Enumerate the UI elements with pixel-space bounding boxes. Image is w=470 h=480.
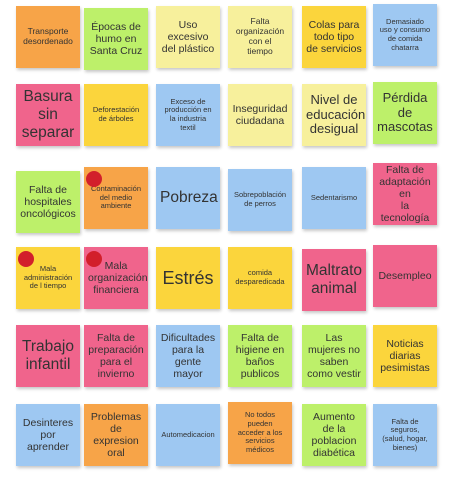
sticky-note[interactable]: comida desparedicada	[228, 247, 292, 309]
sticky-note[interactable]: Problemas de expresion oral	[84, 404, 148, 466]
sticky-note-text: Mala organización financiera	[88, 259, 148, 297]
sticky-note[interactable]: Pérdida de mascotas	[373, 82, 437, 144]
sticky-note[interactable]: Falta de preparación para el invierno	[84, 325, 148, 387]
sticky-note-text: Automedicacion	[161, 429, 215, 439]
sticky-note[interactable]: Basura sin separar	[16, 84, 80, 146]
sticky-note[interactable]: Demasiado uso y consumo de comida chatar…	[373, 4, 437, 66]
sticky-note-text: Épocas de humo en Santa Cruz	[89, 20, 143, 58]
sticky-note-text: Falta de preparación para el invierno	[88, 331, 144, 381]
sticky-note-text: Demasiado uso y consumo de comida chatar…	[379, 16, 431, 52]
sticky-note-text: Basura sin separar	[21, 88, 75, 141]
sticky-note-text: Desempleo	[378, 269, 432, 282]
sticky-note-text: Exceso de producción en la industria tex…	[164, 96, 212, 132]
sticky-note[interactable]: Estrés	[156, 247, 220, 309]
sticky-note[interactable]: Desinteres por aprender	[16, 404, 80, 466]
sticky-note-text: Deforestación de árboles	[92, 105, 140, 123]
sticky-note-text: Estrés	[162, 267, 214, 288]
sticky-note-text: Falta de seguros, (salud, hogar, bienes)	[382, 416, 428, 452]
sticky-note-text: Pobreza	[160, 189, 218, 207]
sticky-note[interactable]: Falta organización con el tiempo	[228, 6, 292, 68]
sticky-note-text: Falta de higiene en baños publicos	[235, 331, 285, 381]
sticky-note-text: Dificultades para la gente mayor	[160, 331, 216, 381]
sticky-note-text: Pérdida de mascotas	[377, 89, 433, 135]
sticky-note[interactable]: Transporte desordenado	[16, 6, 80, 68]
sticky-note-text: Maltrato animal	[306, 262, 362, 297]
sticky-note[interactable]: Automedicacion	[156, 404, 220, 466]
sticky-note-text: Mala administración de l tiempo	[23, 264, 73, 291]
sticky-note[interactable]: Nivel de educación desigual	[302, 84, 366, 146]
sticky-note-text: Falta organización con el tiempo	[235, 16, 285, 56]
sticky-note[interactable]: Exceso de producción en la industria tex…	[156, 84, 220, 146]
sticky-note[interactable]: Mala administración de l tiempo	[16, 247, 80, 309]
sticky-note[interactable]: Falta de hospitales oncológicos	[16, 171, 80, 233]
sticky-note[interactable]: Épocas de humo en Santa Cruz	[84, 8, 148, 70]
sticky-note-text: Contaminación del medio ambiente	[90, 184, 142, 211]
sticky-note[interactable]: Trabajo infantil	[16, 325, 80, 387]
sticky-note-text: Colas para todo tipo de servicios	[306, 18, 362, 56]
sticky-note[interactable]: Uso excesivo del plástico	[156, 6, 220, 68]
sticky-note-text: Aumento de la poblacion diabética	[311, 410, 357, 460]
sticky-note-text: Las mujeres no saben como vestir	[307, 331, 361, 381]
sticky-note-text: Falta de adaptación en la tecnología	[379, 163, 431, 225]
sticky-note-text: Uso excesivo del plástico	[161, 18, 215, 56]
sticky-note[interactable]: No todos pueden acceder a los servicios …	[228, 402, 292, 464]
sticky-note-text: Falta de hospitales oncológicos	[20, 183, 76, 221]
sticky-note-text: Trabajo infantil	[22, 338, 74, 373]
sticky-note[interactable]: Dificultades para la gente mayor	[156, 325, 220, 387]
sticky-note[interactable]: Falta de seguros, (salud, hogar, bienes)	[373, 404, 437, 466]
sticky-note[interactable]: Falta de adaptación en la tecnología	[373, 163, 437, 225]
sticky-note-text: Transporte desordenado	[23, 26, 73, 46]
sticky-note-text: comida desparedicada	[235, 268, 285, 286]
sticky-note[interactable]: Sedentarismo	[302, 167, 366, 229]
sticky-note[interactable]: Las mujeres no saben como vestir	[302, 325, 366, 387]
vote-dot-icon[interactable]	[86, 171, 102, 187]
sticky-note[interactable]: Aumento de la poblacion diabética	[302, 404, 366, 466]
sticky-note-text: No todos pueden acceder a los servicios …	[237, 410, 283, 454]
sticky-note-text: Inseguridad ciudadana	[232, 102, 288, 127]
sticky-note-text: Noticias diarias pesimistas	[380, 337, 430, 375]
sticky-note[interactable]: Pobreza	[156, 167, 220, 229]
sticky-note-text: Sobrepoblación de perros	[233, 190, 287, 208]
sticky-note[interactable]: Maltrato animal	[302, 249, 366, 311]
sticky-note[interactable]: Sobrepoblación de perros	[228, 169, 292, 231]
sticky-note[interactable]: Falta de higiene en baños publicos	[228, 325, 292, 387]
vote-dot-icon[interactable]	[86, 251, 102, 267]
sticky-note[interactable]: Noticias diarias pesimistas	[373, 325, 437, 387]
sticky-note-text: Nivel de educación desigual	[306, 91, 366, 137]
sticky-note[interactable]: Mala organización financiera	[84, 247, 148, 309]
vote-dot-icon[interactable]	[18, 251, 34, 267]
sticky-note-text: Sedentarismo	[310, 192, 358, 202]
sticky-note[interactable]: Contaminación del medio ambiente	[84, 167, 148, 229]
sticky-note-text: Desinteres por aprender	[22, 416, 74, 454]
sticky-note[interactable]: Deforestación de árboles	[84, 84, 148, 146]
sticky-note[interactable]: Colas para todo tipo de servicios	[302, 6, 366, 68]
sticky-note[interactable]: Inseguridad ciudadana	[228, 84, 292, 146]
sticky-note-text: Problemas de expresion oral	[90, 410, 142, 460]
sticky-note[interactable]: Desempleo	[373, 245, 437, 307]
